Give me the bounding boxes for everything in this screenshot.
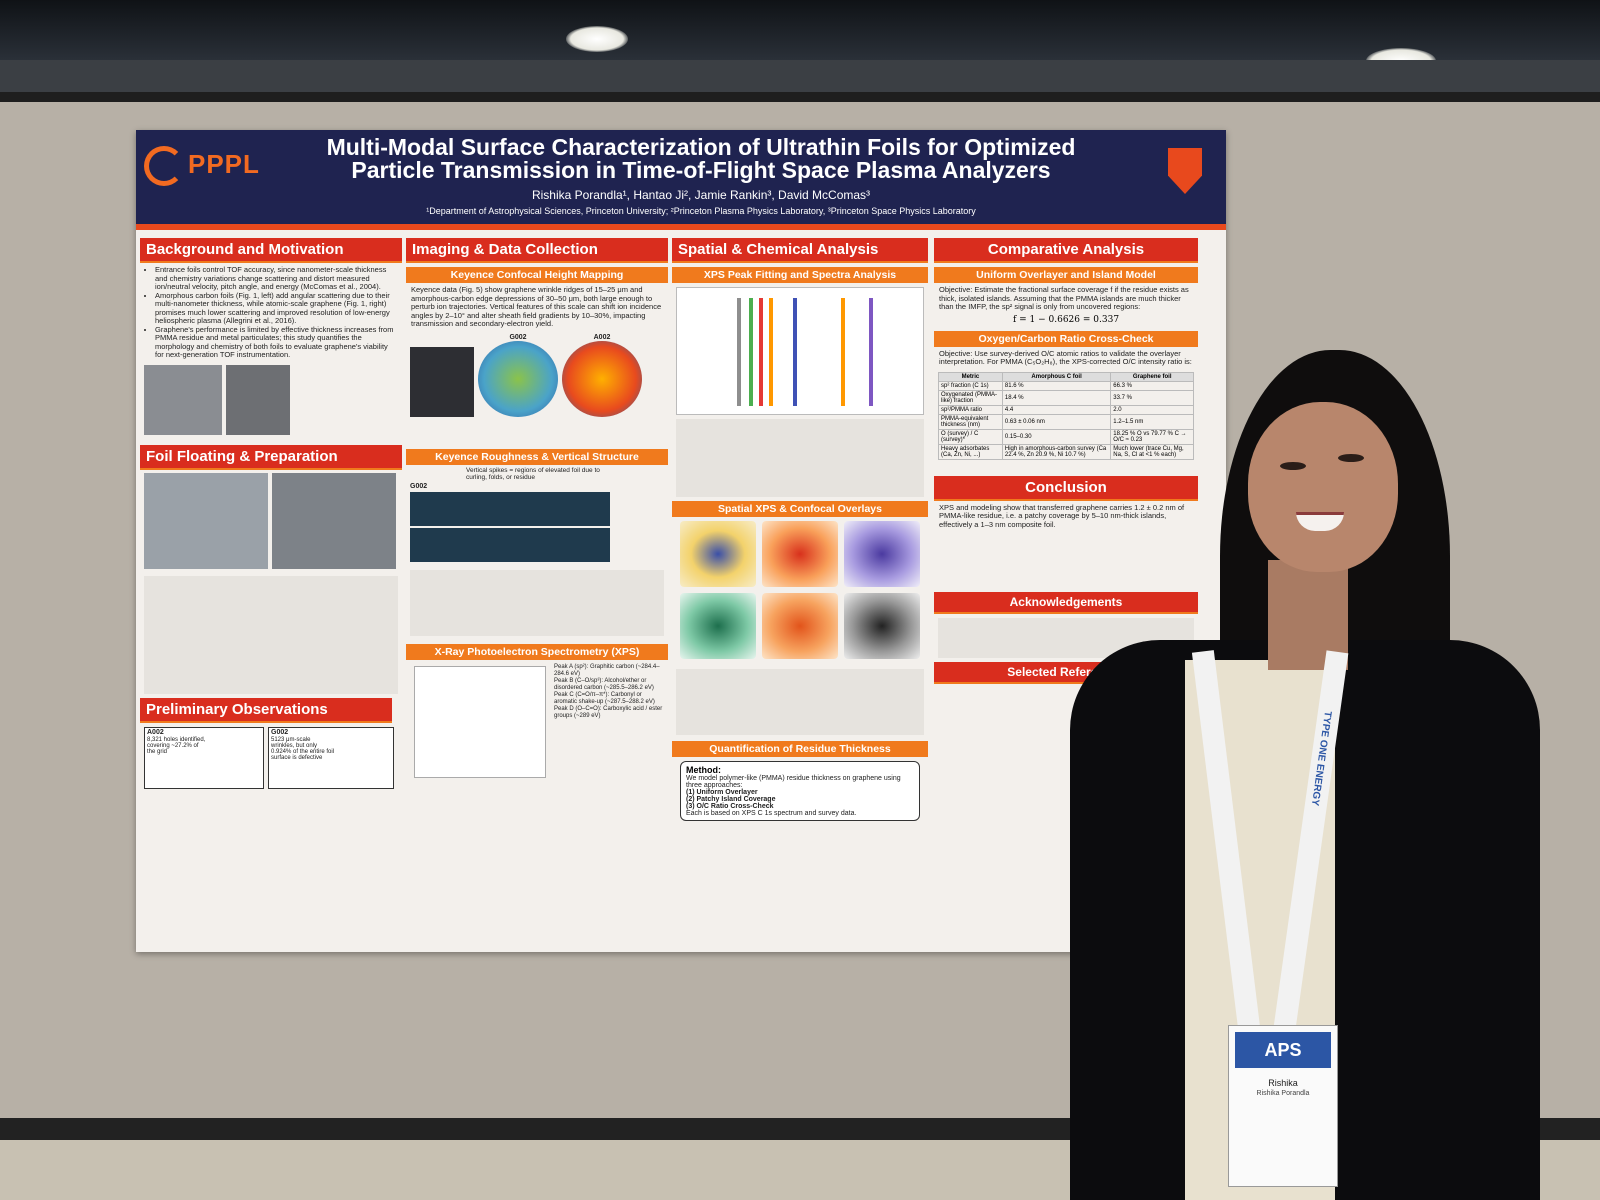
section-heading: Imaging & Data Collection <box>406 238 668 263</box>
figure-4: A002 8,321 holes identified, covering ~2… <box>140 723 402 793</box>
height-map: G002 <box>478 334 558 417</box>
badge-name: Rishika <box>1268 1078 1298 1088</box>
figure-1 <box>140 363 402 437</box>
name-badge: APS Rishika Rishika Porandla <box>1228 1025 1338 1187</box>
subsection-heading: Quantification of Residue Thickness <box>672 741 928 757</box>
column-4: Comparative Analysis Uniform Overlayer a… <box>934 238 1198 684</box>
comparison-table-wrapper: Metric Amorphous C foil Graphene foil sp² … <box>934 370 1198 462</box>
poster-header <box>136 130 1226 224</box>
section-heading: Foil Floating & Preparation <box>140 444 402 470</box>
objective-text: Objective: Estimate the fractional surfa… <box>939 285 1189 311</box>
roughness-plot <box>410 491 610 526</box>
method-box: Method: We model polymer-like (PMMA) res… <box>680 761 920 821</box>
keyence-text: Keyence data (Fig. 5) show graphene wrin… <box>411 285 662 328</box>
ceiling-light <box>566 26 628 52</box>
prelim-panel-g: G002 5123 μm-scale wrinkles, but only 0.… <box>268 726 394 789</box>
column-2: Imaging & Data Collection Keyence Confoc… <box>406 238 668 790</box>
overlay-map <box>762 521 838 587</box>
apparatus-photo <box>144 472 268 569</box>
foil-photo <box>226 364 290 435</box>
section-heading: Spatial & Chemical Analysis <box>672 238 928 263</box>
badge-full-name: Rishika Porandla <box>1256 1090 1310 1097</box>
subsection-heading: Uniform Overlayer and Island Model <box>934 267 1198 283</box>
subsection-heading: Oxygen/Carbon Ratio Cross-Check <box>934 330 1198 347</box>
ceiling <box>0 0 1600 60</box>
text-block <box>144 575 398 694</box>
section-heading: Background and Motivation <box>140 238 402 263</box>
xps-peak-labels: Peak A (sp²): Graphitic carbon (~284.4–2… <box>554 663 663 719</box>
section-heading: Acknowledgements <box>934 592 1198 614</box>
background-text: Entrance foils control TOF accuracy, sin… <box>140 263 402 363</box>
figure-9 <box>672 517 928 663</box>
subsection-heading: XPS Peak Fitting and Spectra Analysis <box>672 267 928 283</box>
holder-photo <box>272 472 396 569</box>
poster-affiliations: ¹Department of Astrophysical Sciences, P… <box>426 206 976 216</box>
roughness-label: G002 <box>410 482 428 490</box>
pppl-logo: PPPL <box>144 146 260 186</box>
subsection-heading: X-Ray Photoelectron Spectrometry (XPS) <box>406 643 668 660</box>
roughness-plot <box>410 527 610 562</box>
eye <box>1338 454 1364 462</box>
section-heading: Preliminary Observations <box>140 697 392 723</box>
figure-2-3 <box>140 470 402 572</box>
person-face <box>1248 402 1398 572</box>
subsection-heading: Spatial XPS & Confocal Overlays <box>672 501 928 517</box>
xps-survey-spectrum <box>676 287 924 415</box>
overlay-map <box>844 593 920 659</box>
subsection-heading: Keyence Roughness & Vertical Structure <box>406 448 668 465</box>
overlay-map <box>680 593 756 659</box>
subsection-heading: Keyence Confocal Height Mapping <box>406 267 668 283</box>
section-heading: Conclusion <box>934 475 1198 501</box>
foil-photo <box>144 364 222 435</box>
header-accent-line <box>136 224 1226 230</box>
oc-objective-text: Objective: Use survey-derived O/C atomic… <box>939 348 1192 366</box>
equation: f = 1 − 0.6626 = 0.337 <box>1012 314 1120 325</box>
height-map-a002 <box>562 340 642 417</box>
height-map-g002 <box>478 340 558 417</box>
text-block <box>676 419 924 497</box>
smile <box>1296 512 1344 531</box>
research-poster: PPPL Multi-Modal Surface Characterizatio… <box>136 130 1226 952</box>
text-block <box>676 669 924 735</box>
roughness-note: Vertical spikes = regions of elevated fo… <box>466 466 600 481</box>
figure-5: G002 A002 <box>406 332 668 419</box>
column-3: Spatial & Chemical Analysis XPS Peak Fit… <box>672 238 928 825</box>
text-block <box>410 569 664 636</box>
overlay-map <box>844 521 920 587</box>
prelim-panel-a: A002 8,321 holes identified, covering ~2… <box>144 726 264 789</box>
badge-logo: APS <box>1235 1032 1331 1068</box>
xps-c1s-plot <box>414 665 546 778</box>
overlay-map <box>762 593 838 659</box>
column-1: Background and Motivation Entrance foils… <box>140 238 402 793</box>
eye <box>1280 462 1306 470</box>
comparison-table: Metric Amorphous C foil Graphene foil sp² … <box>938 371 1194 460</box>
height-map: A002 <box>562 334 642 417</box>
poster-title: Multi-Modal Surface Characterization of … <box>326 134 1076 183</box>
overlay-map <box>680 521 756 587</box>
section-heading: Comparative Analysis <box>934 238 1198 263</box>
figure-7: Peak A (sp²): Graphitic carbon (~284.4–2… <box>406 660 668 790</box>
conclusion-text: XPS and modeling show that transferred g… <box>939 502 1185 529</box>
microscope-photo <box>410 346 474 417</box>
poster-authors: Rishika Porandla¹, Hantao Ji², Jamie Ran… <box>531 188 871 202</box>
